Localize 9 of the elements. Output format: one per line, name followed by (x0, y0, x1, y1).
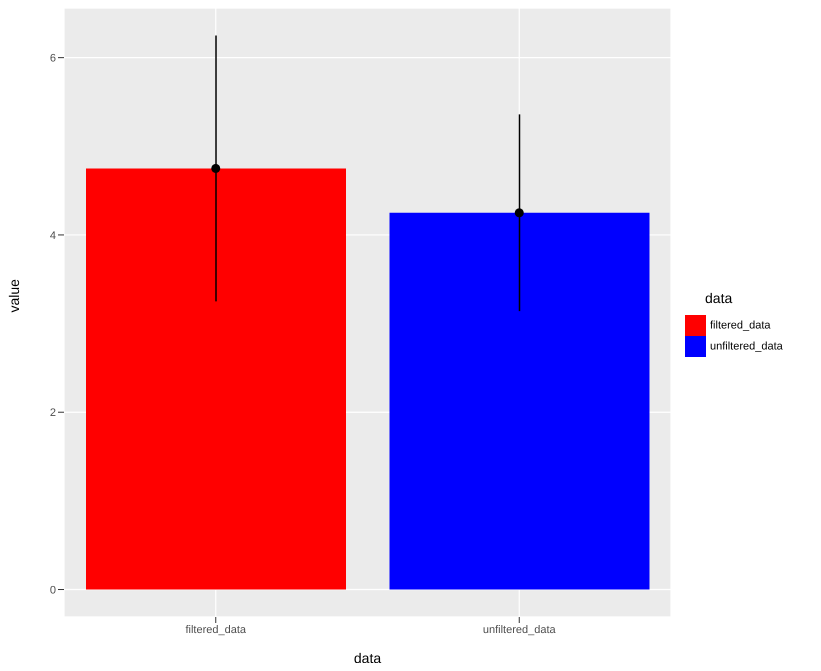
x-axis-title: data (354, 650, 382, 666)
y-axis-title: value (6, 278, 22, 312)
legend-label: filtered_data (710, 318, 771, 331)
y-tick-label: 0 (50, 584, 56, 596)
y-tick-label: 6 (50, 52, 56, 65)
legend-label: unfiltered_data (710, 340, 783, 352)
legend-title: data (705, 290, 732, 306)
y-tick-label: 2 (50, 407, 56, 420)
y-tick-label: 4 (50, 230, 56, 242)
